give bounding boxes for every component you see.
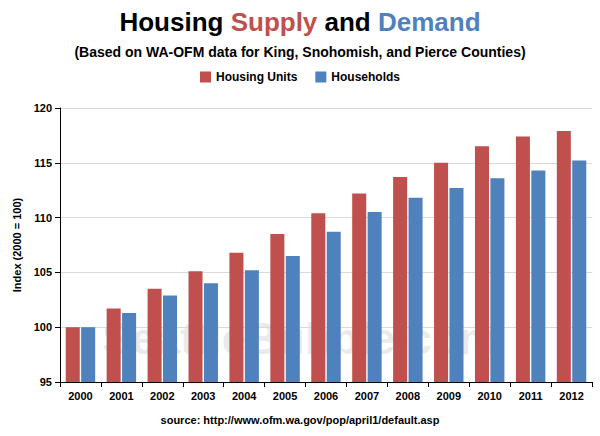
svg-text:Housing: Housing bbox=[119, 7, 223, 37]
svg-text:source: http://www.ofm.wa.gov/: source: http://www.ofm.wa.gov/pop/april1… bbox=[161, 414, 440, 426]
svg-text:2008: 2008 bbox=[396, 390, 420, 402]
svg-text:2003: 2003 bbox=[191, 390, 215, 402]
svg-text:2005: 2005 bbox=[273, 390, 297, 402]
svg-text:2010: 2010 bbox=[477, 390, 501, 402]
svg-text:100: 100 bbox=[34, 321, 52, 333]
svg-text:Demand: Demand bbox=[378, 7, 481, 37]
svg-text:2002: 2002 bbox=[150, 390, 174, 402]
svg-text:115: 115 bbox=[34, 157, 52, 169]
svg-text:2012: 2012 bbox=[559, 390, 583, 402]
svg-text:2000: 2000 bbox=[68, 390, 92, 402]
svg-text:95: 95 bbox=[40, 376, 52, 388]
svg-text:2004: 2004 bbox=[232, 390, 257, 402]
svg-text:Supply: Supply bbox=[231, 7, 318, 37]
svg-text:120: 120 bbox=[34, 102, 52, 114]
svg-text:2007: 2007 bbox=[355, 390, 379, 402]
svg-text:105: 105 bbox=[34, 266, 52, 278]
svg-text:and: and bbox=[325, 7, 371, 37]
svg-text:2006: 2006 bbox=[314, 390, 338, 402]
svg-text:Households: Households bbox=[331, 70, 400, 84]
svg-text:2011: 2011 bbox=[519, 390, 543, 402]
svg-text:2001: 2001 bbox=[109, 390, 133, 402]
svg-text:Index (2000 = 100): Index (2000 = 100) bbox=[11, 197, 23, 292]
svg-text:2009: 2009 bbox=[437, 390, 461, 402]
svg-text:Housing Units: Housing Units bbox=[216, 70, 298, 84]
svg-text:(Based on WA-OFM data for King: (Based on WA-OFM data for King, Snohomis… bbox=[74, 44, 525, 60]
svg-text:110: 110 bbox=[34, 212, 52, 224]
